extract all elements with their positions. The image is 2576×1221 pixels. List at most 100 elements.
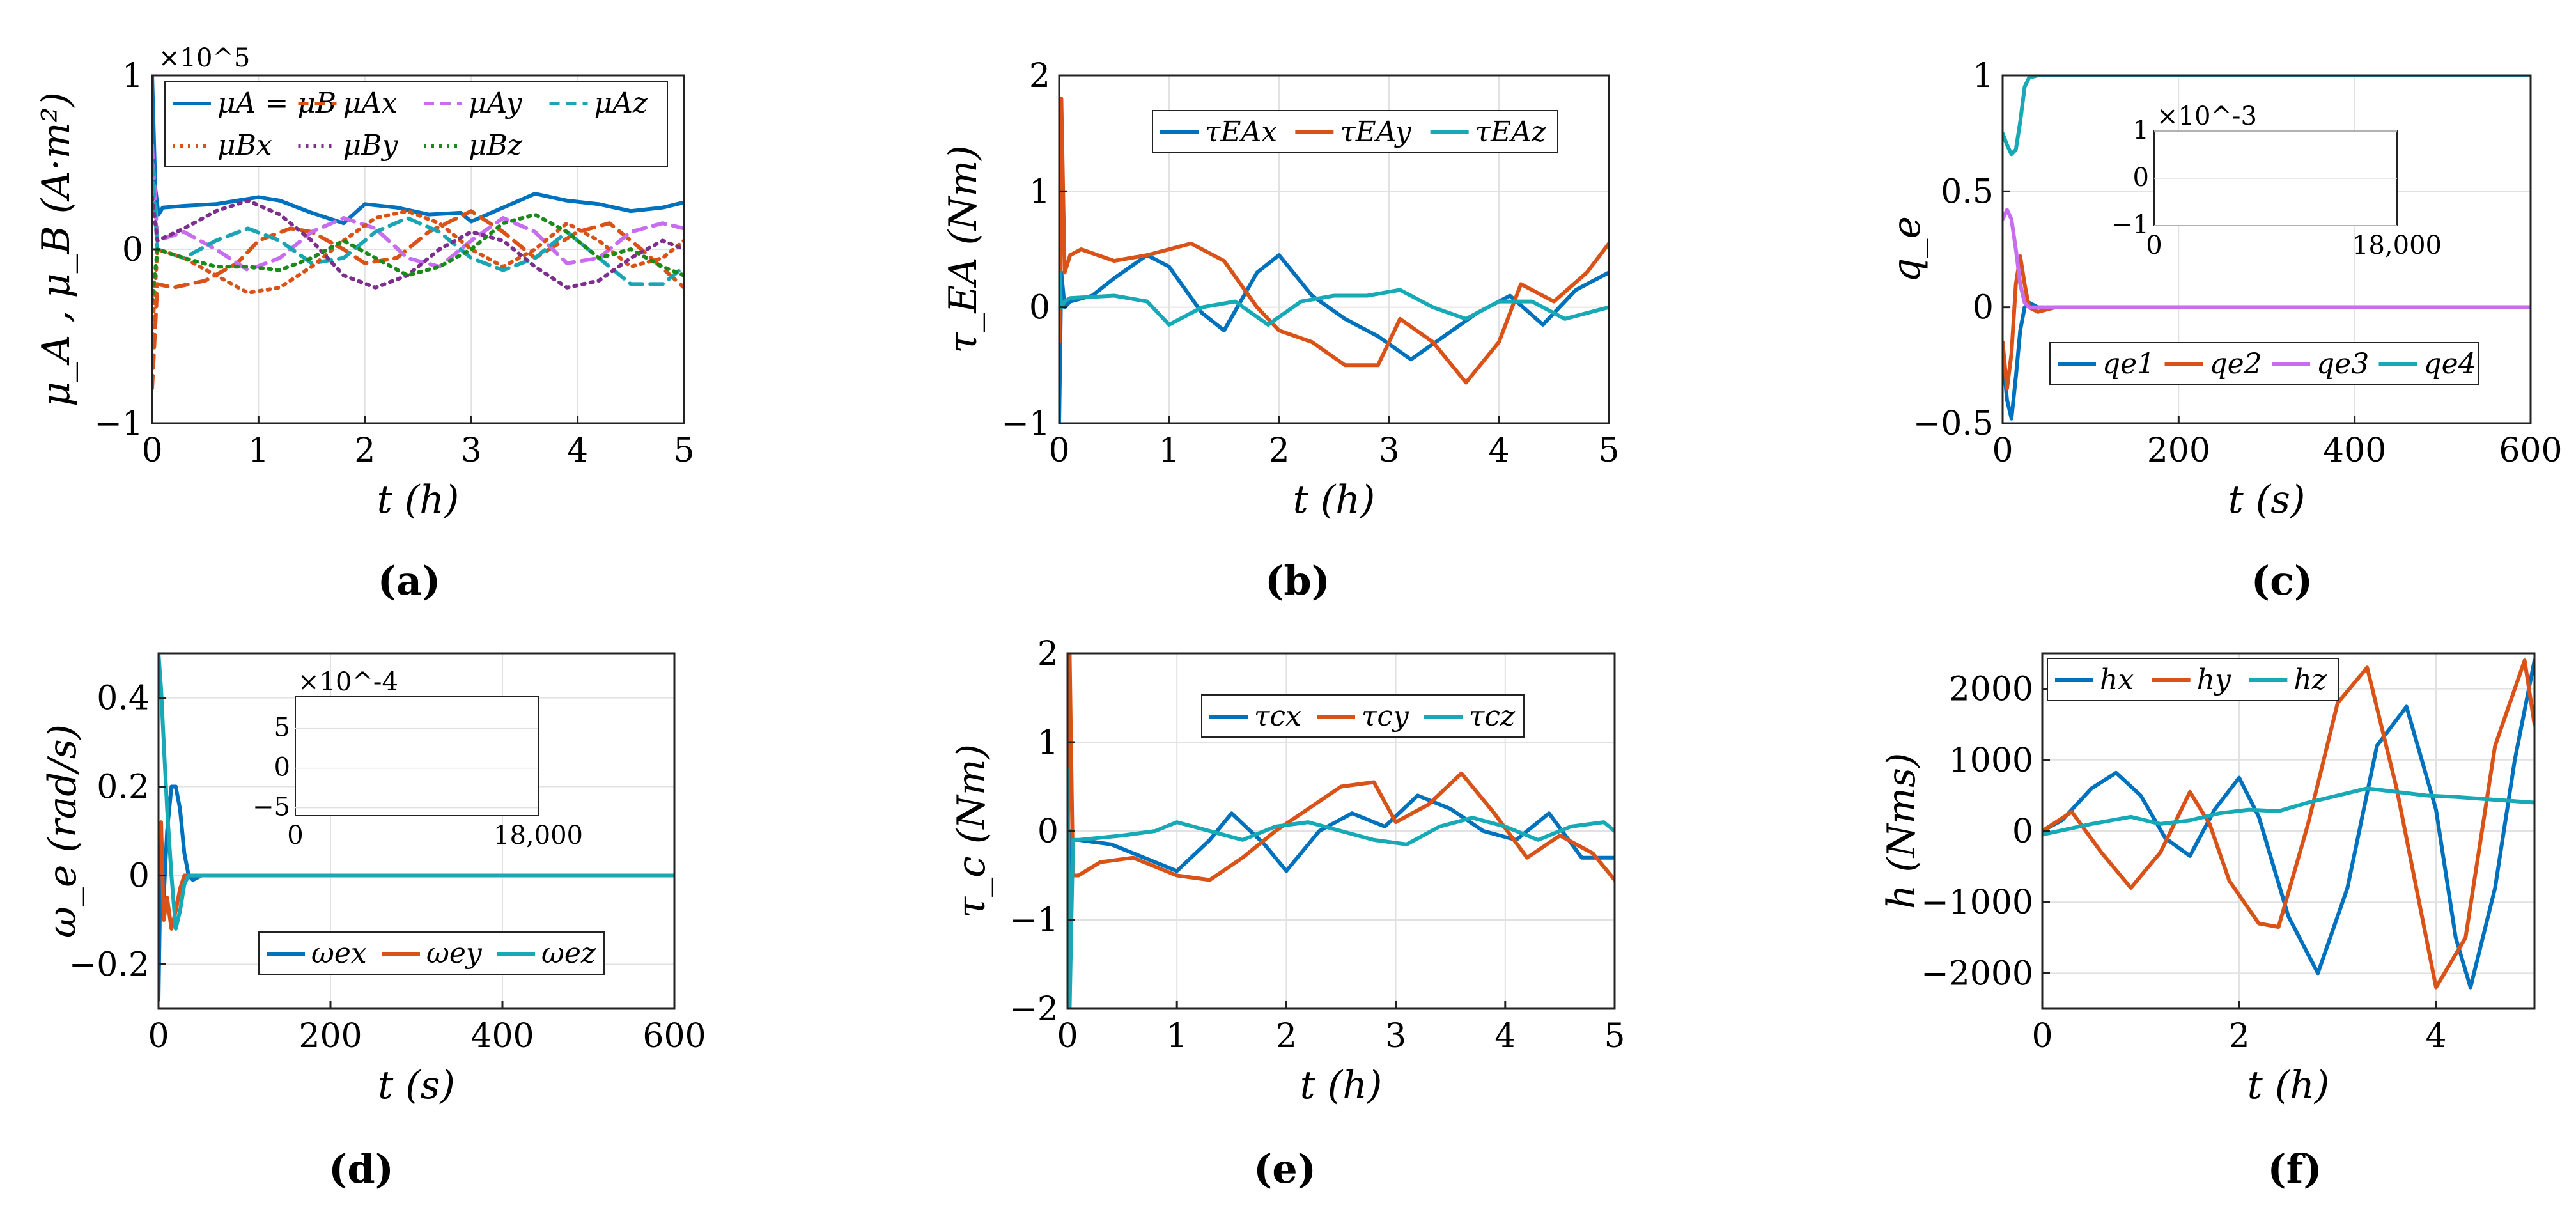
x-tick-label: 600 [642, 1017, 706, 1055]
x-tick-label: 1 [1158, 432, 1179, 470]
x-tick-label: 0 [2031, 1017, 2052, 1055]
y-tick-label: 0.4 [97, 680, 150, 718]
y-tick-label: 2 [1037, 635, 1059, 673]
legend-entry: qe1 [2102, 348, 2155, 380]
legend-entry: qe2 [2210, 348, 2262, 380]
legend-entry: τEAy [1340, 116, 1411, 148]
series-group [2042, 658, 2534, 990]
y-tick-label: 1 [1037, 724, 1059, 762]
series-τcz [1067, 766, 1615, 1009]
x-tick-label: 0 [148, 1017, 169, 1055]
series-group [159, 653, 674, 1002]
legend: τEAx τEAy τEAz [1152, 110, 1558, 153]
series-group [152, 75, 684, 391]
legend-entry: τcy [1362, 700, 1409, 733]
legend-entry: τEAz [1475, 116, 1547, 148]
inset-x-tick-label: 18,000 [493, 821, 583, 850]
y-tick-label: −1 [1009, 901, 1059, 940]
x-axis-label: t (s) [2228, 478, 2306, 522]
x-tick-label: 5 [673, 432, 694, 470]
series-group [1059, 97, 1609, 423]
series-μAx [152, 209, 684, 391]
legend-entry: qe4 [2424, 348, 2476, 380]
x-tick-label: 2 [354, 432, 375, 470]
inset-x-tick-label: 0 [287, 821, 303, 850]
x-tick-label: 0 [141, 432, 162, 470]
x-tick-label: 0 [1992, 432, 2013, 470]
y-tick-label: 1000 [1949, 742, 2033, 780]
inset-y-tick-label: −5 [252, 793, 290, 822]
x-tick-label: 0 [1048, 432, 1069, 470]
series-μBy [152, 195, 684, 290]
x-tick-label: 200 [299, 1017, 362, 1055]
panel-label: (b) [1265, 557, 1330, 604]
y-tick-label: 0 [1029, 289, 1050, 327]
legend: hx hy hz [2047, 658, 2339, 701]
y-tick-label: 0 [122, 231, 143, 269]
series-μBx [152, 209, 684, 338]
series-μBz [152, 212, 684, 304]
series-group [1067, 653, 1615, 1009]
inset-y-tick-label: 1 [2133, 116, 2149, 145]
x-tick-label: 3 [1385, 1017, 1406, 1055]
legend-entry: τcx [1254, 700, 1301, 733]
legend-entry: μBx [217, 129, 272, 162]
inset-y-tick-label: 5 [274, 713, 290, 743]
x-tick-label: 5 [1604, 1017, 1625, 1055]
y-tick-label: −2 [1009, 990, 1059, 1029]
y-tick-label: −0.5 [1913, 405, 1994, 443]
legend-entry: ωex [311, 937, 367, 970]
series-μA = μB [152, 75, 684, 226]
y-tick-label: 1 [1029, 173, 1050, 211]
x-axis-label: t (h) [1293, 478, 1376, 522]
inset-x-tick-label: 0 [2146, 231, 2162, 260]
legend-entry: μBy [343, 129, 399, 162]
legend-box [1152, 110, 1558, 153]
y-tick-label: 0.2 [97, 768, 150, 807]
inset-y-tick-label: 0 [274, 753, 290, 782]
x-axis-label: t (h) [1300, 1063, 1383, 1108]
series-hy [2042, 658, 2534, 990]
x-tick-label: 3 [1378, 432, 1399, 470]
inset-x-tick-label: 18,000 [2352, 231, 2442, 260]
axes-frame [157, 652, 676, 1010]
legend-entry: hz [2293, 664, 2327, 696]
y-tick-label: 0 [128, 857, 150, 896]
legend-box [164, 81, 668, 167]
legend-entry: τEAx [1205, 116, 1277, 148]
y-axis-label: τ_c (Nm) [949, 744, 994, 918]
y-tick-label: −2000 [1921, 954, 2033, 993]
series-hz [2042, 786, 2534, 837]
x-tick-label: 2 [1276, 1017, 1297, 1055]
inset-y-tick-label: −1 [2111, 210, 2149, 240]
series-qe2 [2003, 254, 2531, 391]
panel-label: (c) [2251, 557, 2313, 604]
series-ωez [159, 653, 674, 931]
legend-entry: hy [2197, 664, 2231, 696]
panel-c: 0 200 400 600−0.500.51t (s)q_e(c)qe1 qe2 qe3 q… [1884, 57, 2563, 604]
legend-entry: μAy [469, 87, 523, 120]
x-tick-label: 2 [1268, 432, 1289, 470]
x-tick-label: 400 [2323, 432, 2386, 470]
x-tick-label: 600 [2499, 432, 2562, 470]
y-tick-label: −0.2 [69, 946, 150, 984]
panel-label: (e) [1253, 1146, 1316, 1192]
y-tick-label: 2 [1029, 57, 1050, 95]
legend-entry: τcz [1469, 700, 1516, 733]
x-tick-label: 4 [2425, 1017, 2446, 1055]
inset-frame [295, 696, 539, 816]
panel-label: (a) [378, 557, 441, 604]
scale-factor: ×10^5 [159, 43, 250, 73]
x-tick-label: 4 [1488, 432, 1509, 470]
panel-label: (f) [2267, 1146, 2322, 1192]
x-axis-label: t (s) [378, 1063, 455, 1108]
x-tick-label: 200 [2147, 432, 2210, 470]
y-tick-label: −1 [94, 405, 143, 443]
